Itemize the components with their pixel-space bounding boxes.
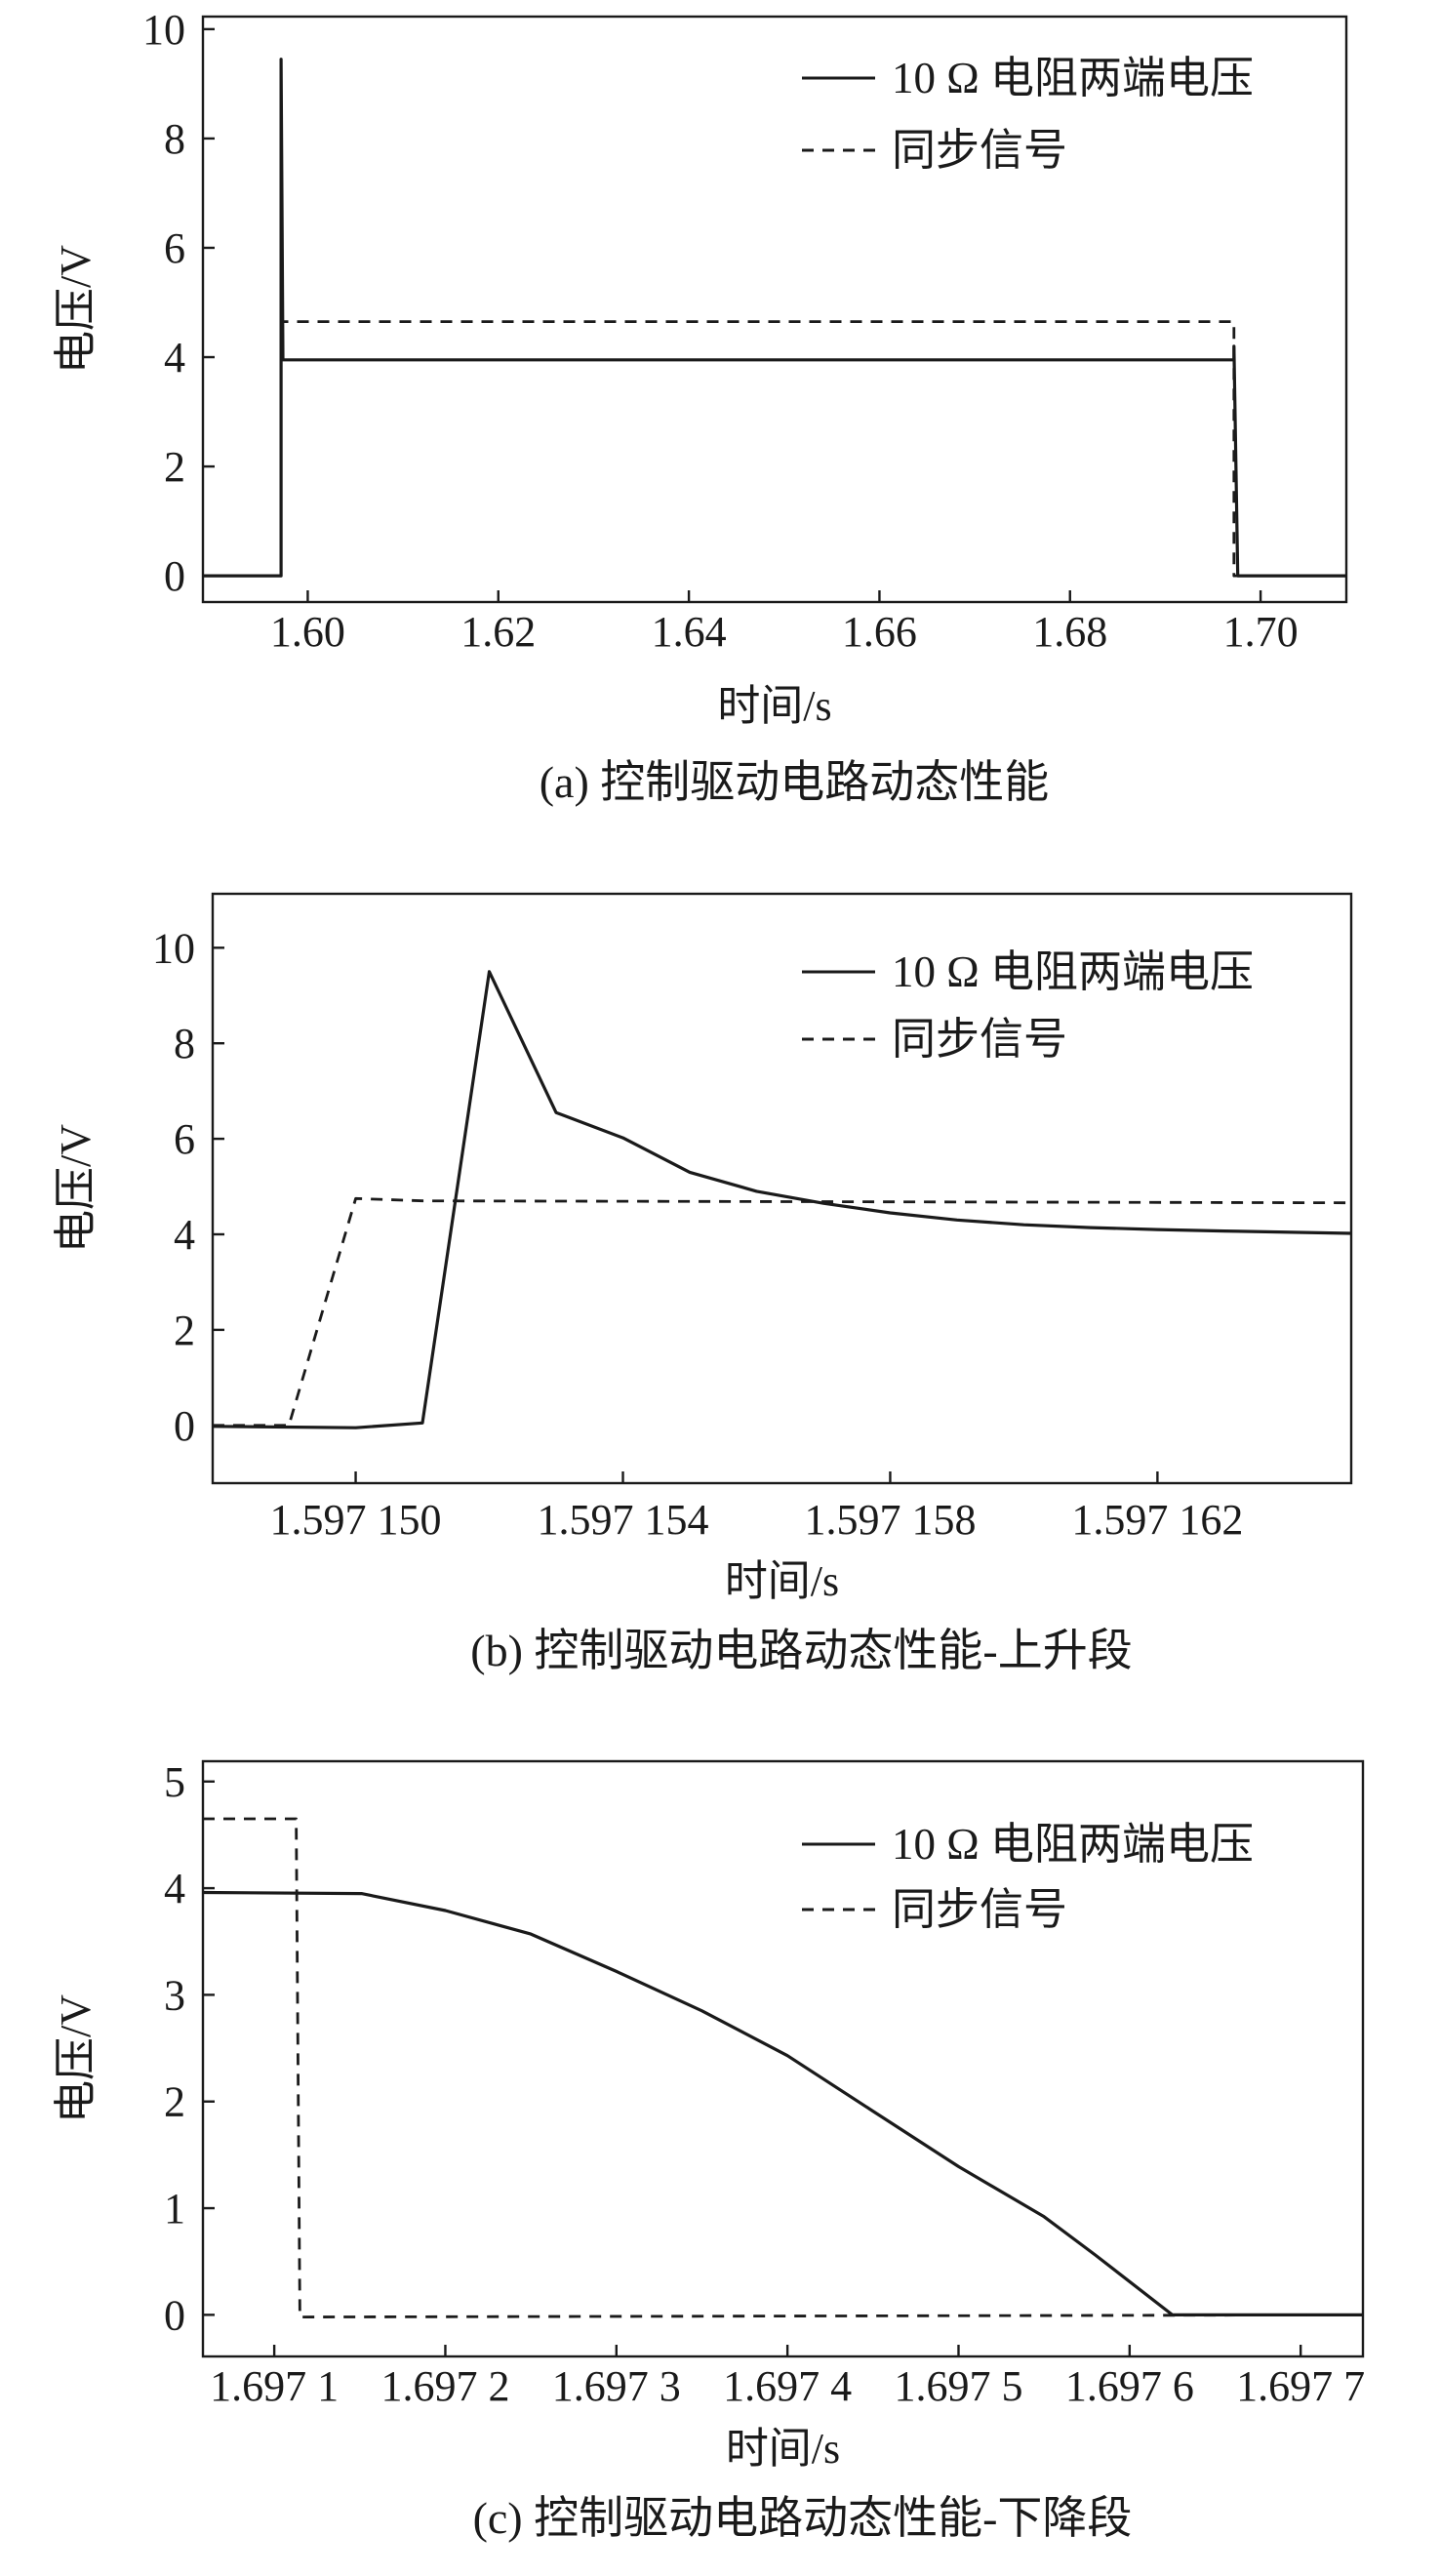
legend-label: 10 Ω 电阻两端电压 <box>892 947 1254 996</box>
plot-frame <box>201 15 1348 604</box>
x-tick-label: 1.697 3 <box>552 2362 681 2410</box>
chart-caption: (a) 控制驱动电路动态性能 <box>540 757 1050 807</box>
x-tick-label: 1.697 4 <box>723 2362 852 2410</box>
y-tick-label: 2 <box>164 443 185 491</box>
legend-label: 同步信号 <box>892 1015 1067 1064</box>
x-tick-label: 1.697 6 <box>1065 2362 1194 2410</box>
x-tick-label: 1.597 154 <box>538 1496 709 1544</box>
legend-label: 同步信号 <box>892 126 1067 175</box>
y-tick-label: 1 <box>164 2185 185 2233</box>
y-tick-label: 6 <box>174 1115 195 1163</box>
x-tick-label: 1.66 <box>842 608 917 656</box>
x-tick-label: 1.597 162 <box>1071 1496 1243 1544</box>
y-tick-label: 8 <box>164 115 185 163</box>
y-tick-label: 6 <box>164 224 185 272</box>
y-tick-label: 3 <box>164 1971 185 2019</box>
y-tick-label: 0 <box>164 552 185 600</box>
chart-panel-c: 0 1 2 3 4 5 1.697 1 1.697 2 1.697 3 1.697 4 1.697 … <box>52 1758 1365 2543</box>
y-axis-label: 电压/V <box>52 1994 100 2123</box>
y-tick-label: 5 <box>164 1758 185 1806</box>
x-tick-label: 1.697 1 <box>210 2362 339 2410</box>
y-axis-label: 电压/V <box>52 245 100 374</box>
x-tick-label: 1.697 7 <box>1236 2362 1365 2410</box>
plot-frame <box>211 892 1353 1485</box>
series-line-sync-signal <box>213 1196 1351 1428</box>
x-tick-label: 1.70 <box>1223 608 1299 656</box>
legend-label: 10 Ω 电阻两端电压 <box>892 54 1254 102</box>
x-tick-label: 1.597 158 <box>804 1496 976 1544</box>
chart-panel-a: 0 2 4 6 8 10 1.60 1.62 1.64 1.66 1.68 1.70 时间/s 电压/V (… <box>52 6 1348 807</box>
chart-panel-b: 0 2 4 6 8 10 1.597 150 1.597 154 1.597 158 1.597 … <box>52 892 1353 1675</box>
y-tick-label: 4 <box>164 1865 185 1912</box>
y-tick-label: 4 <box>174 1211 195 1259</box>
y-tick-label: 2 <box>174 1307 195 1354</box>
x-tick-label: 1.60 <box>270 608 345 656</box>
x-axis-label: 时间/s <box>717 682 831 730</box>
plot-frame <box>201 1759 1365 2358</box>
x-tick-label: 1.697 5 <box>894 2362 1022 2410</box>
x-tick-label: 1.62 <box>460 608 536 656</box>
y-tick-label: 10 <box>152 924 195 972</box>
x-tick-label: 1.64 <box>652 608 727 656</box>
legend-label: 同步信号 <box>892 1885 1067 1934</box>
series-line-sync-signal <box>203 320 1346 578</box>
y-tick-label: 8 <box>174 1020 195 1067</box>
y-axis-label: 电压/V <box>52 1124 100 1253</box>
x-axis-label: 时间/s <box>725 1557 839 1605</box>
x-tick-label: 1.697 2 <box>380 2362 509 2410</box>
y-tick-label: 0 <box>174 1402 195 1450</box>
x-axis-label: 时间/s <box>726 2425 840 2473</box>
chart-caption: (c) 控制驱动电路动态性能-下降段 <box>473 2493 1133 2543</box>
series-line-sync-signal <box>203 1817 1363 2318</box>
chart-caption: (b) 控制驱动电路动态性能-上升段 <box>470 1626 1132 1675</box>
y-tick-label: 10 <box>142 6 185 54</box>
legend-label: 10 Ω 电阻两端电压 <box>892 1820 1254 1869</box>
series-line-resistor-voltage <box>213 970 1351 1429</box>
x-tick-label: 1.68 <box>1032 608 1107 656</box>
x-tick-label: 1.597 150 <box>270 1496 442 1544</box>
y-tick-label: 4 <box>164 334 185 382</box>
y-tick-label: 0 <box>164 2291 185 2339</box>
y-tick-label: 2 <box>164 2078 185 2126</box>
series-line-resistor-voltage <box>203 1890 1363 2316</box>
series-line-resistor-voltage <box>203 58 1346 578</box>
